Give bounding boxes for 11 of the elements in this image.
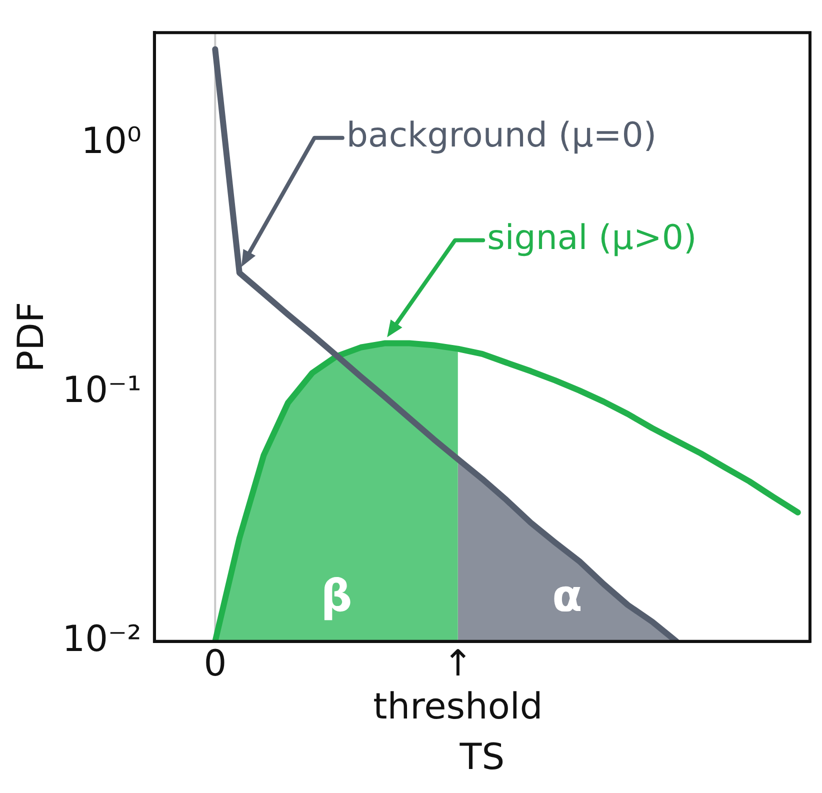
y-axis-title: PDF <box>10 302 52 372</box>
y-tick-label: 10⁻² <box>62 618 142 660</box>
x-axis-title: TS <box>458 736 505 778</box>
y-tick-label: 10⁰ <box>81 121 142 162</box>
x-tick-label: ↑ threshold <box>373 643 543 728</box>
y-tick-label: 10⁻¹ <box>62 370 142 411</box>
series-label: β <box>320 570 352 622</box>
text: background (μ=0) <box>346 116 657 156</box>
series-label: α <box>552 570 582 622</box>
text: signal (μ>0) <box>487 218 697 258</box>
x-tick-label: 0 <box>204 643 227 684</box>
